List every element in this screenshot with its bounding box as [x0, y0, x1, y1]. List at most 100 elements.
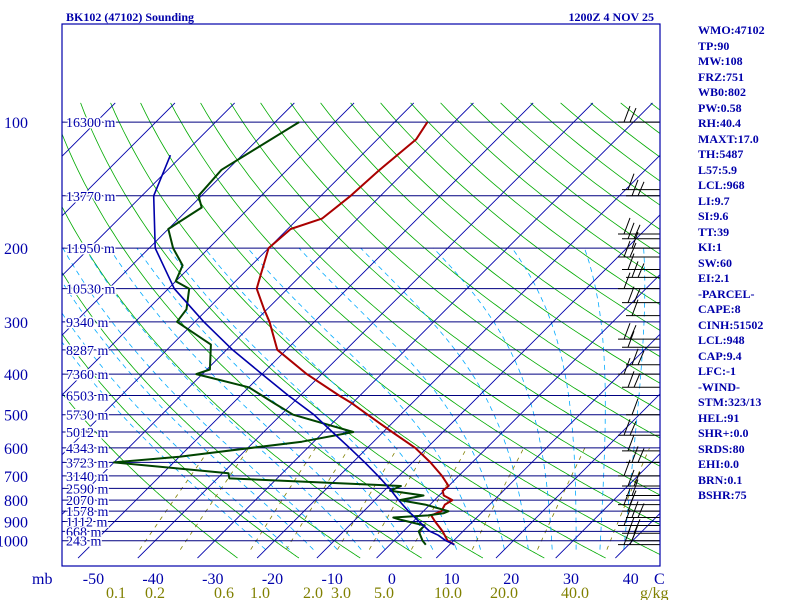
mixing-ratio-tick-label: 3.0: [331, 585, 351, 600]
isotherm-line: [62, 102, 176, 217]
moist-adiabat-line: [167, 247, 434, 550]
height-label: 4343 m: [66, 442, 109, 457]
isotherm-line: [435, 333, 660, 559]
isotherm-line: [495, 393, 660, 559]
wind-barb-flag: [633, 373, 641, 388]
sounding-time: 1200Z 4 NOV 25: [569, 10, 654, 24]
height-label: 9340 m: [66, 316, 109, 331]
moist-adiabat-line: [62, 280, 314, 550]
wind-barb-flag: [627, 286, 635, 303]
dry-adiabat-line: [62, 271, 361, 559]
station-title: BK102 (47102) Sounding: [66, 10, 194, 24]
mixing-ratio-line: [606, 447, 650, 550]
moist-adiabat-line: [298, 247, 505, 550]
stability-index-item: LI:9.7: [698, 193, 730, 208]
wind-barb-flag: [631, 231, 639, 249]
temperature-tick-label: -10: [322, 571, 343, 588]
mixing-ratio-line: [411, 447, 468, 550]
height-label: 2590 m: [66, 482, 109, 497]
stability-index-item: PW:0.58: [698, 100, 742, 115]
height-label: 16300 m: [66, 116, 116, 131]
wind-barb-flag: [623, 240, 631, 258]
moist-adiabat-line: [433, 247, 553, 550]
mixing-ratio-tick-label: 1.0: [250, 585, 270, 600]
mixing-ratio-line: [139, 447, 211, 550]
wind-barb-flag: [623, 459, 631, 477]
mixing-ratio-unit-label: g/kg: [640, 585, 668, 600]
stability-index-item: RH:40.4: [698, 116, 741, 130]
isotherm-line: [62, 102, 474, 516]
stability-index-item: -PARCEL-: [698, 286, 755, 301]
stability-index-item: KI:1: [698, 240, 722, 254]
temperature-unit-label: C: [654, 571, 665, 588]
moist-adiabat-line: [62, 312, 290, 550]
isotherm-line: [62, 102, 295, 336]
height-label: 7360 m: [66, 368, 109, 383]
wind-barb-flag: [627, 253, 635, 270]
moist-adiabat-line: [511, 247, 577, 550]
wind-barb-flag: [623, 509, 631, 526]
temperature-tick-label: 30: [563, 571, 579, 588]
wind-barb-flag: [633, 471, 641, 487]
wind-barb-flag: [631, 446, 639, 463]
dry-adiabat-line: [62, 333, 300, 559]
stability-index-item: LCL:948: [698, 333, 745, 347]
dry-adiabat-line: [170, 102, 660, 525]
wind-barb-flag: [631, 179, 639, 196]
dry-adiabat-line: [260, 102, 660, 439]
mixing-ratio-line: [285, 447, 350, 550]
stability-index-item: TT:39: [698, 224, 730, 239]
stability-index-item: HEL:91: [698, 410, 740, 425]
height-label: 5012 m: [66, 426, 109, 441]
mixing-ratio-tick-label: 2.0: [303, 585, 323, 600]
temperature-profile-line: [255, 121, 455, 546]
temperature-tick-label: -20: [262, 571, 283, 588]
wind-barb-flag: [637, 503, 645, 518]
mixing-ratio-line: [471, 447, 525, 550]
moist-adiabat-line: [136, 247, 410, 550]
isotherm-line: [376, 273, 660, 559]
temperature-tick-label: -50: [83, 571, 104, 588]
stability-index-item: SW:60: [698, 255, 733, 270]
height-label: 6503 m: [66, 390, 109, 405]
height-label: 13770 m: [66, 190, 116, 205]
dry-adiabat-line: [140, 102, 660, 555]
mixing-ratio-tick-label: 0.2: [145, 585, 165, 600]
dry-adiabat-line: [62, 392, 238, 559]
isotherm-line: [137, 102, 594, 559]
mixing-ratio-line: [179, 447, 250, 550]
moist-adiabat-line: [62, 341, 266, 550]
moist-adiabat-line: [62, 247, 338, 550]
temperature-tick-label: 10: [444, 571, 460, 588]
plot-border: [61, 23, 661, 567]
moist-adiabat-line: [204, 247, 458, 550]
pressure-tick-label: 500: [4, 408, 28, 425]
stability-index-item: WB0:802: [698, 85, 746, 99]
isotherm-line: [62, 102, 415, 456]
dry-adiabat-line: [350, 102, 660, 358]
wind-barb-flag: [623, 217, 631, 235]
wind-barb-flag: [627, 371, 635, 388]
height-label: 11950 m: [66, 242, 115, 257]
wind-barb-flag: [623, 419, 631, 436]
dry-adiabat-line: [200, 102, 660, 496]
stability-index-item: BSHR:75: [698, 488, 747, 502]
wind-barb-flag: [631, 398, 639, 415]
mixing-ratio-line: [337, 447, 398, 550]
wind-barb-flag: [627, 222, 635, 239]
pressure-tick-label: 100: [4, 115, 28, 132]
isobars: [62, 121, 660, 542]
height-label: 3140 m: [66, 470, 109, 485]
dry-adiabat-line: [410, 102, 660, 306]
pressure-tick-label: 1000: [0, 534, 28, 551]
dry-adiabat-line: [320, 102, 660, 384]
wind-barb-flag: [623, 488, 631, 505]
wind-barb-flag: [627, 331, 635, 348]
pressure-tick-label: 300: [4, 315, 28, 332]
stability-index-item: EHI:0.0: [698, 457, 740, 471]
mixing-ratio-tick-label: 0.1: [106, 585, 126, 600]
mixing-ratio-tick-label: 40.0: [561, 585, 589, 600]
background-lines: [62, 102, 660, 559]
pressure-tick-label: 700: [4, 469, 28, 486]
